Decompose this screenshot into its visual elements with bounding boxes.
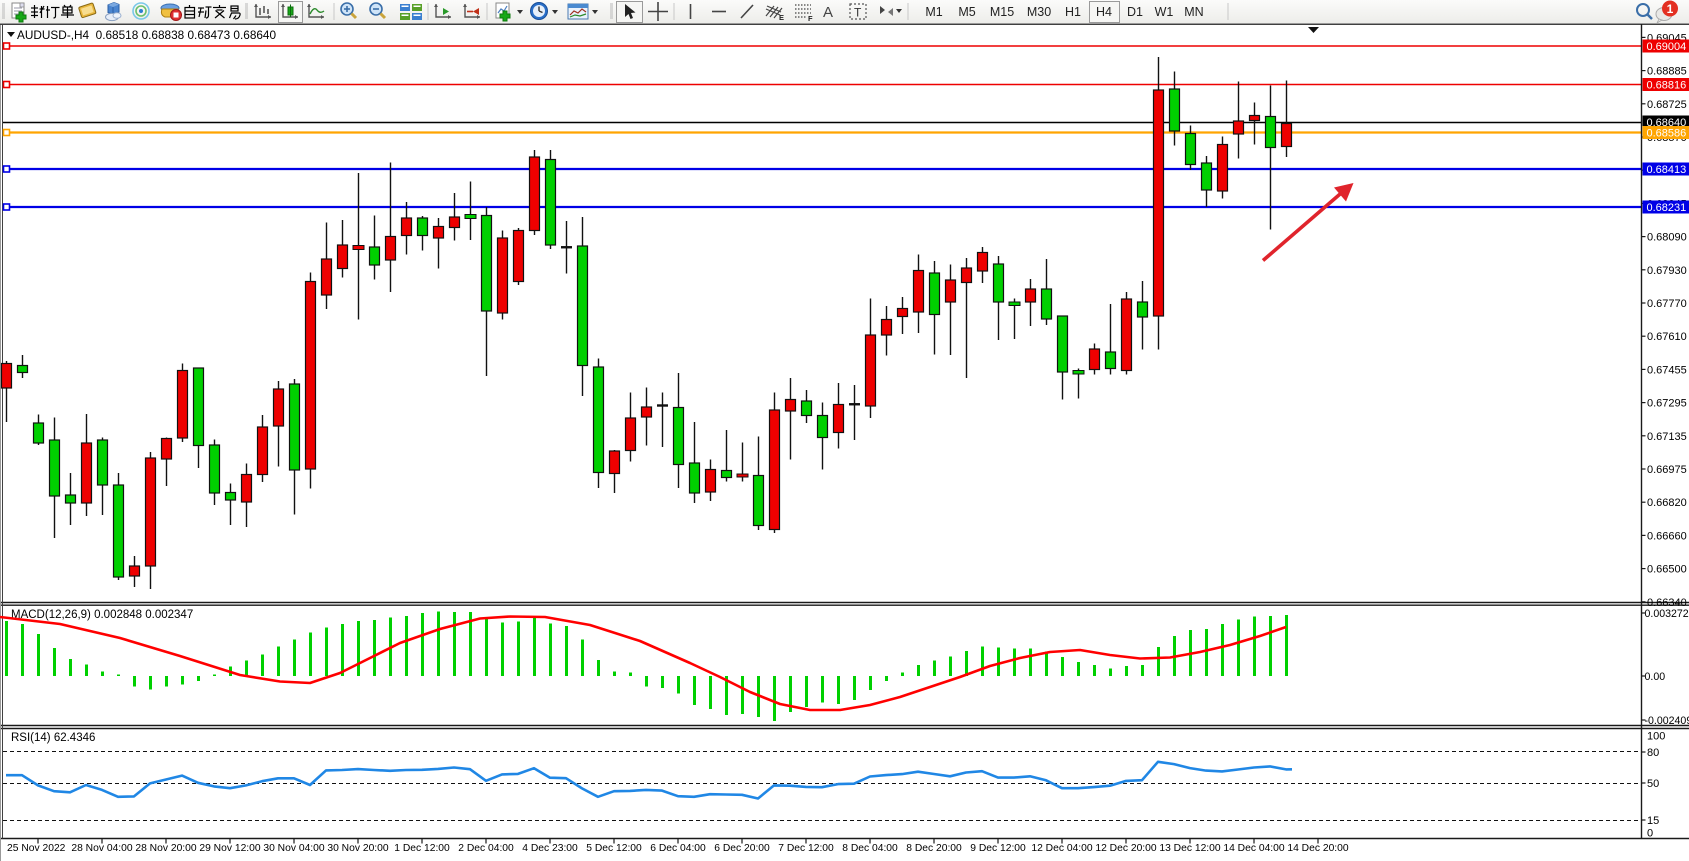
- svg-text:F: F: [808, 14, 813, 23]
- svg-text:H1: H1: [1065, 5, 1081, 19]
- svg-text:0.67295: 0.67295: [1647, 398, 1687, 410]
- svg-text:0.69004: 0.69004: [1647, 41, 1687, 53]
- svg-text:AUDUSD-,H4 0.68518 0.68838 0.: AUDUSD-,H4 0.68518 0.68838 0.68473 0.686…: [17, 28, 276, 42]
- svg-text:1 Dec 12:00: 1 Dec 12:00: [394, 843, 450, 854]
- svg-text:A: A: [823, 4, 833, 21]
- svg-text:T: T: [854, 6, 862, 20]
- svg-text:0.66340: 0.66340: [1647, 597, 1687, 609]
- svg-text:W1: W1: [1155, 5, 1174, 19]
- svg-text:6 Dec 04:00: 6 Dec 04:00: [650, 843, 706, 854]
- svg-text:0.66820: 0.66820: [1647, 497, 1687, 509]
- svg-text:0.68586: 0.68586: [1647, 128, 1687, 140]
- svg-text:100: 100: [1647, 731, 1665, 743]
- svg-text:0.67455: 0.67455: [1647, 364, 1687, 376]
- svg-text:28 Nov 04:00: 28 Nov 04:00: [71, 843, 133, 854]
- svg-text:0.66660: 0.66660: [1647, 530, 1687, 542]
- svg-text:15: 15: [1647, 815, 1659, 827]
- svg-text:30 Nov 20:00: 30 Nov 20:00: [327, 843, 389, 854]
- svg-text:0.67930: 0.67930: [1647, 265, 1687, 277]
- svg-text:0.00: 0.00: [1645, 671, 1666, 683]
- svg-text:0.67770: 0.67770: [1647, 298, 1687, 310]
- svg-text:14 Dec 04:00: 14 Dec 04:00: [1223, 843, 1285, 854]
- svg-text:14 Dec 20:00: 14 Dec 20:00: [1287, 843, 1349, 854]
- svg-text:25 Nov 2022: 25 Nov 2022: [7, 843, 66, 854]
- svg-text:2 Dec 04:00: 2 Dec 04:00: [458, 843, 514, 854]
- svg-text:30 Nov 04:00: 30 Nov 04:00: [263, 843, 325, 854]
- svg-text:12 Dec 20:00: 12 Dec 20:00: [1095, 843, 1157, 854]
- svg-text:8 Dec 04:00: 8 Dec 04:00: [842, 843, 898, 854]
- svg-text:D1: D1: [1127, 5, 1143, 19]
- svg-text:M30: M30: [1027, 5, 1051, 19]
- svg-text:0.66500: 0.66500: [1647, 564, 1687, 576]
- svg-text:5 Dec 12:00: 5 Dec 12:00: [586, 843, 642, 854]
- svg-text:RSI(14) 62.4346: RSI(14) 62.4346: [11, 732, 95, 744]
- svg-text:E: E: [779, 13, 784, 22]
- svg-text:7 Dec 12:00: 7 Dec 12:00: [778, 843, 834, 854]
- svg-text:0.67610: 0.67610: [1647, 331, 1687, 343]
- svg-text:29 Nov 12:00: 29 Nov 12:00: [199, 843, 261, 854]
- svg-text:M1: M1: [925, 5, 942, 19]
- svg-text:6 Dec 20:00: 6 Dec 20:00: [714, 843, 770, 854]
- svg-text:0.68725: 0.68725: [1647, 99, 1687, 111]
- svg-text:M5: M5: [958, 5, 975, 19]
- svg-text:0.68816: 0.68816: [1647, 80, 1687, 92]
- svg-text:80: 80: [1647, 747, 1659, 759]
- svg-text:-0.002409: -0.002409: [1645, 715, 1689, 727]
- svg-text:0.003272: 0.003272: [1645, 608, 1689, 620]
- svg-text:0.68231: 0.68231: [1647, 202, 1687, 214]
- svg-text:M15: M15: [990, 5, 1014, 19]
- svg-text:12 Dec 04:00: 12 Dec 04:00: [1031, 843, 1093, 854]
- svg-text:MACD(12,26,9) 0.002848 0.00234: MACD(12,26,9) 0.002848 0.002347: [11, 609, 193, 621]
- svg-text:13 Dec 12:00: 13 Dec 12:00: [1159, 843, 1221, 854]
- svg-text:H4: H4: [1096, 5, 1112, 19]
- svg-text:4 Dec 23:00: 4 Dec 23:00: [522, 843, 578, 854]
- svg-text:9 Dec 12:00: 9 Dec 12:00: [970, 843, 1026, 854]
- svg-text:0.68090: 0.68090: [1647, 232, 1687, 244]
- svg-text:MN: MN: [1184, 5, 1203, 19]
- svg-text:0.67135: 0.67135: [1647, 431, 1687, 443]
- svg-text:28 Nov 20:00: 28 Nov 20:00: [135, 843, 197, 854]
- svg-text:50: 50: [1647, 778, 1659, 790]
- svg-text:0.66975: 0.66975: [1647, 464, 1687, 476]
- svg-text:0.68413: 0.68413: [1647, 164, 1687, 176]
- svg-text:1: 1: [1667, 2, 1674, 16]
- svg-text:0: 0: [1647, 828, 1653, 840]
- svg-text:8 Dec 20:00: 8 Dec 20:00: [906, 843, 962, 854]
- svg-text:0.68885: 0.68885: [1647, 66, 1687, 78]
